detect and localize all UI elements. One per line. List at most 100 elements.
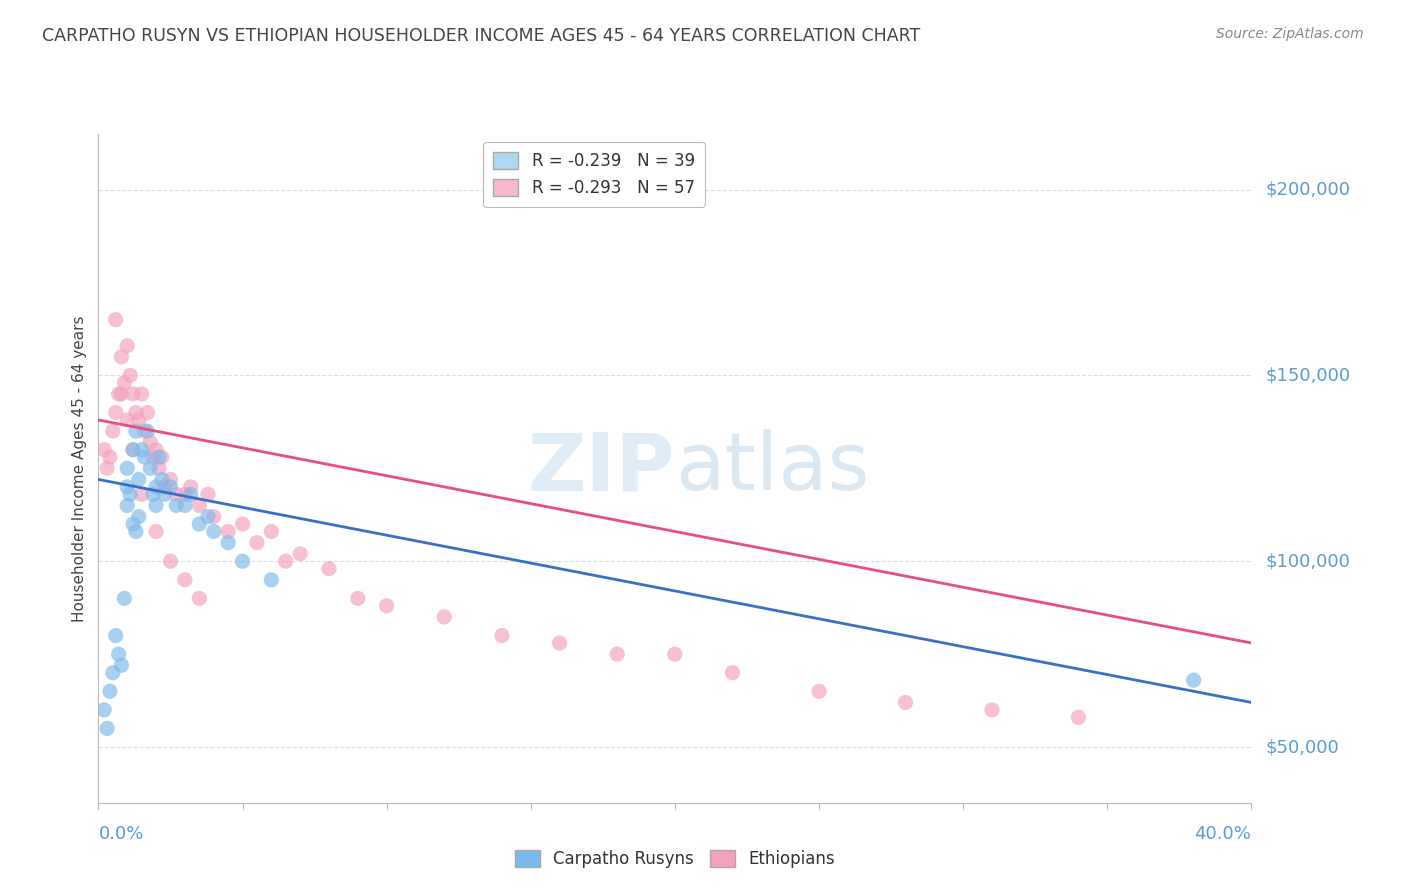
Point (150, 450, 173, 465)
Point (134, 424, 156, 438)
Point (145, 524, 167, 539)
Point (231, 517, 254, 532)
Point (318, 562, 340, 576)
Point (117, 461, 138, 475)
Point (93, 442, 115, 457)
Point (122, 387, 145, 401)
Point (110, 350, 132, 364)
Point (139, 461, 162, 475)
Point (197, 509, 219, 524)
Point (197, 487, 219, 501)
Point (122, 517, 145, 532)
Point (165, 499, 187, 513)
Point (159, 480, 181, 494)
Point (180, 480, 202, 494)
Text: Source: ZipAtlas.com: Source: ZipAtlas.com (1216, 27, 1364, 41)
Text: $50,000: $50,000 (1265, 738, 1339, 756)
Point (174, 573, 197, 587)
Point (131, 442, 153, 457)
Text: $150,000: $150,000 (1265, 367, 1351, 384)
Point (128, 509, 150, 524)
Point (96, 461, 118, 475)
Point (134, 450, 156, 465)
Point (125, 406, 148, 420)
Point (290, 547, 312, 561)
Point (110, 387, 132, 401)
Point (1182, 673, 1205, 687)
Point (202, 524, 225, 539)
Text: ZIP: ZIP (527, 429, 675, 508)
Point (153, 480, 176, 494)
Point (217, 524, 239, 539)
Point (174, 499, 197, 513)
Point (433, 610, 456, 624)
Point (122, 442, 145, 457)
Point (231, 554, 254, 568)
Point (274, 554, 297, 568)
Point (125, 424, 148, 438)
Point (117, 480, 138, 494)
Point (153, 487, 176, 501)
Point (145, 442, 167, 457)
Point (107, 647, 129, 661)
Point (98, 450, 121, 465)
Point (107, 387, 129, 401)
Point (128, 473, 150, 487)
Point (375, 599, 398, 613)
Text: CARPATHO RUSYN VS ETHIOPIAN HOUSEHOLDER INCOME AGES 45 - 64 YEARS CORRELATION CH: CARPATHO RUSYN VS ETHIOPIAN HOUSEHOLDER … (42, 27, 921, 45)
Point (159, 473, 181, 487)
Point (188, 591, 211, 606)
Point (98, 684, 121, 698)
Point (180, 487, 202, 501)
Text: atlas: atlas (675, 429, 869, 508)
Text: 40.0%: 40.0% (1195, 825, 1251, 843)
Point (981, 703, 1004, 717)
Point (120, 368, 142, 383)
Point (606, 647, 628, 661)
Point (346, 591, 368, 606)
Point (145, 480, 167, 494)
Point (807, 684, 830, 698)
Point (246, 535, 269, 549)
Point (491, 628, 513, 642)
Point (260, 524, 283, 539)
Point (139, 435, 162, 450)
Text: $200,000: $200,000 (1265, 180, 1350, 199)
Point (188, 517, 211, 532)
Point (894, 696, 917, 710)
Point (104, 628, 127, 642)
Point (128, 413, 150, 427)
Point (202, 509, 225, 524)
Point (110, 658, 132, 673)
Point (1067, 710, 1090, 724)
Point (721, 665, 744, 680)
Point (96, 722, 118, 736)
Point (122, 442, 145, 457)
Point (101, 424, 124, 438)
Point (104, 406, 127, 420)
Point (101, 665, 124, 680)
Point (217, 535, 239, 549)
Point (117, 413, 138, 427)
Point (117, 339, 138, 353)
Y-axis label: Householder Income Ages 45 - 64 years: Householder Income Ages 45 - 64 years (72, 315, 87, 622)
Point (174, 487, 197, 501)
Legend: R = -0.239   N = 39, R = -0.293   N = 57: R = -0.239 N = 39, R = -0.293 N = 57 (484, 142, 704, 207)
Text: $100,000: $100,000 (1265, 552, 1350, 570)
Point (165, 487, 187, 501)
Point (260, 573, 283, 587)
Point (136, 406, 159, 420)
Point (131, 487, 153, 501)
Point (548, 636, 571, 650)
Point (159, 554, 181, 568)
Point (188, 499, 211, 513)
Legend: Carpatho Rusyns, Ethiopians: Carpatho Rusyns, Ethiopians (508, 843, 842, 875)
Point (112, 591, 135, 606)
Point (93, 703, 115, 717)
Point (120, 487, 142, 501)
Point (142, 487, 165, 501)
Point (148, 461, 170, 475)
Point (145, 499, 167, 513)
Point (104, 312, 127, 326)
Point (112, 376, 135, 390)
